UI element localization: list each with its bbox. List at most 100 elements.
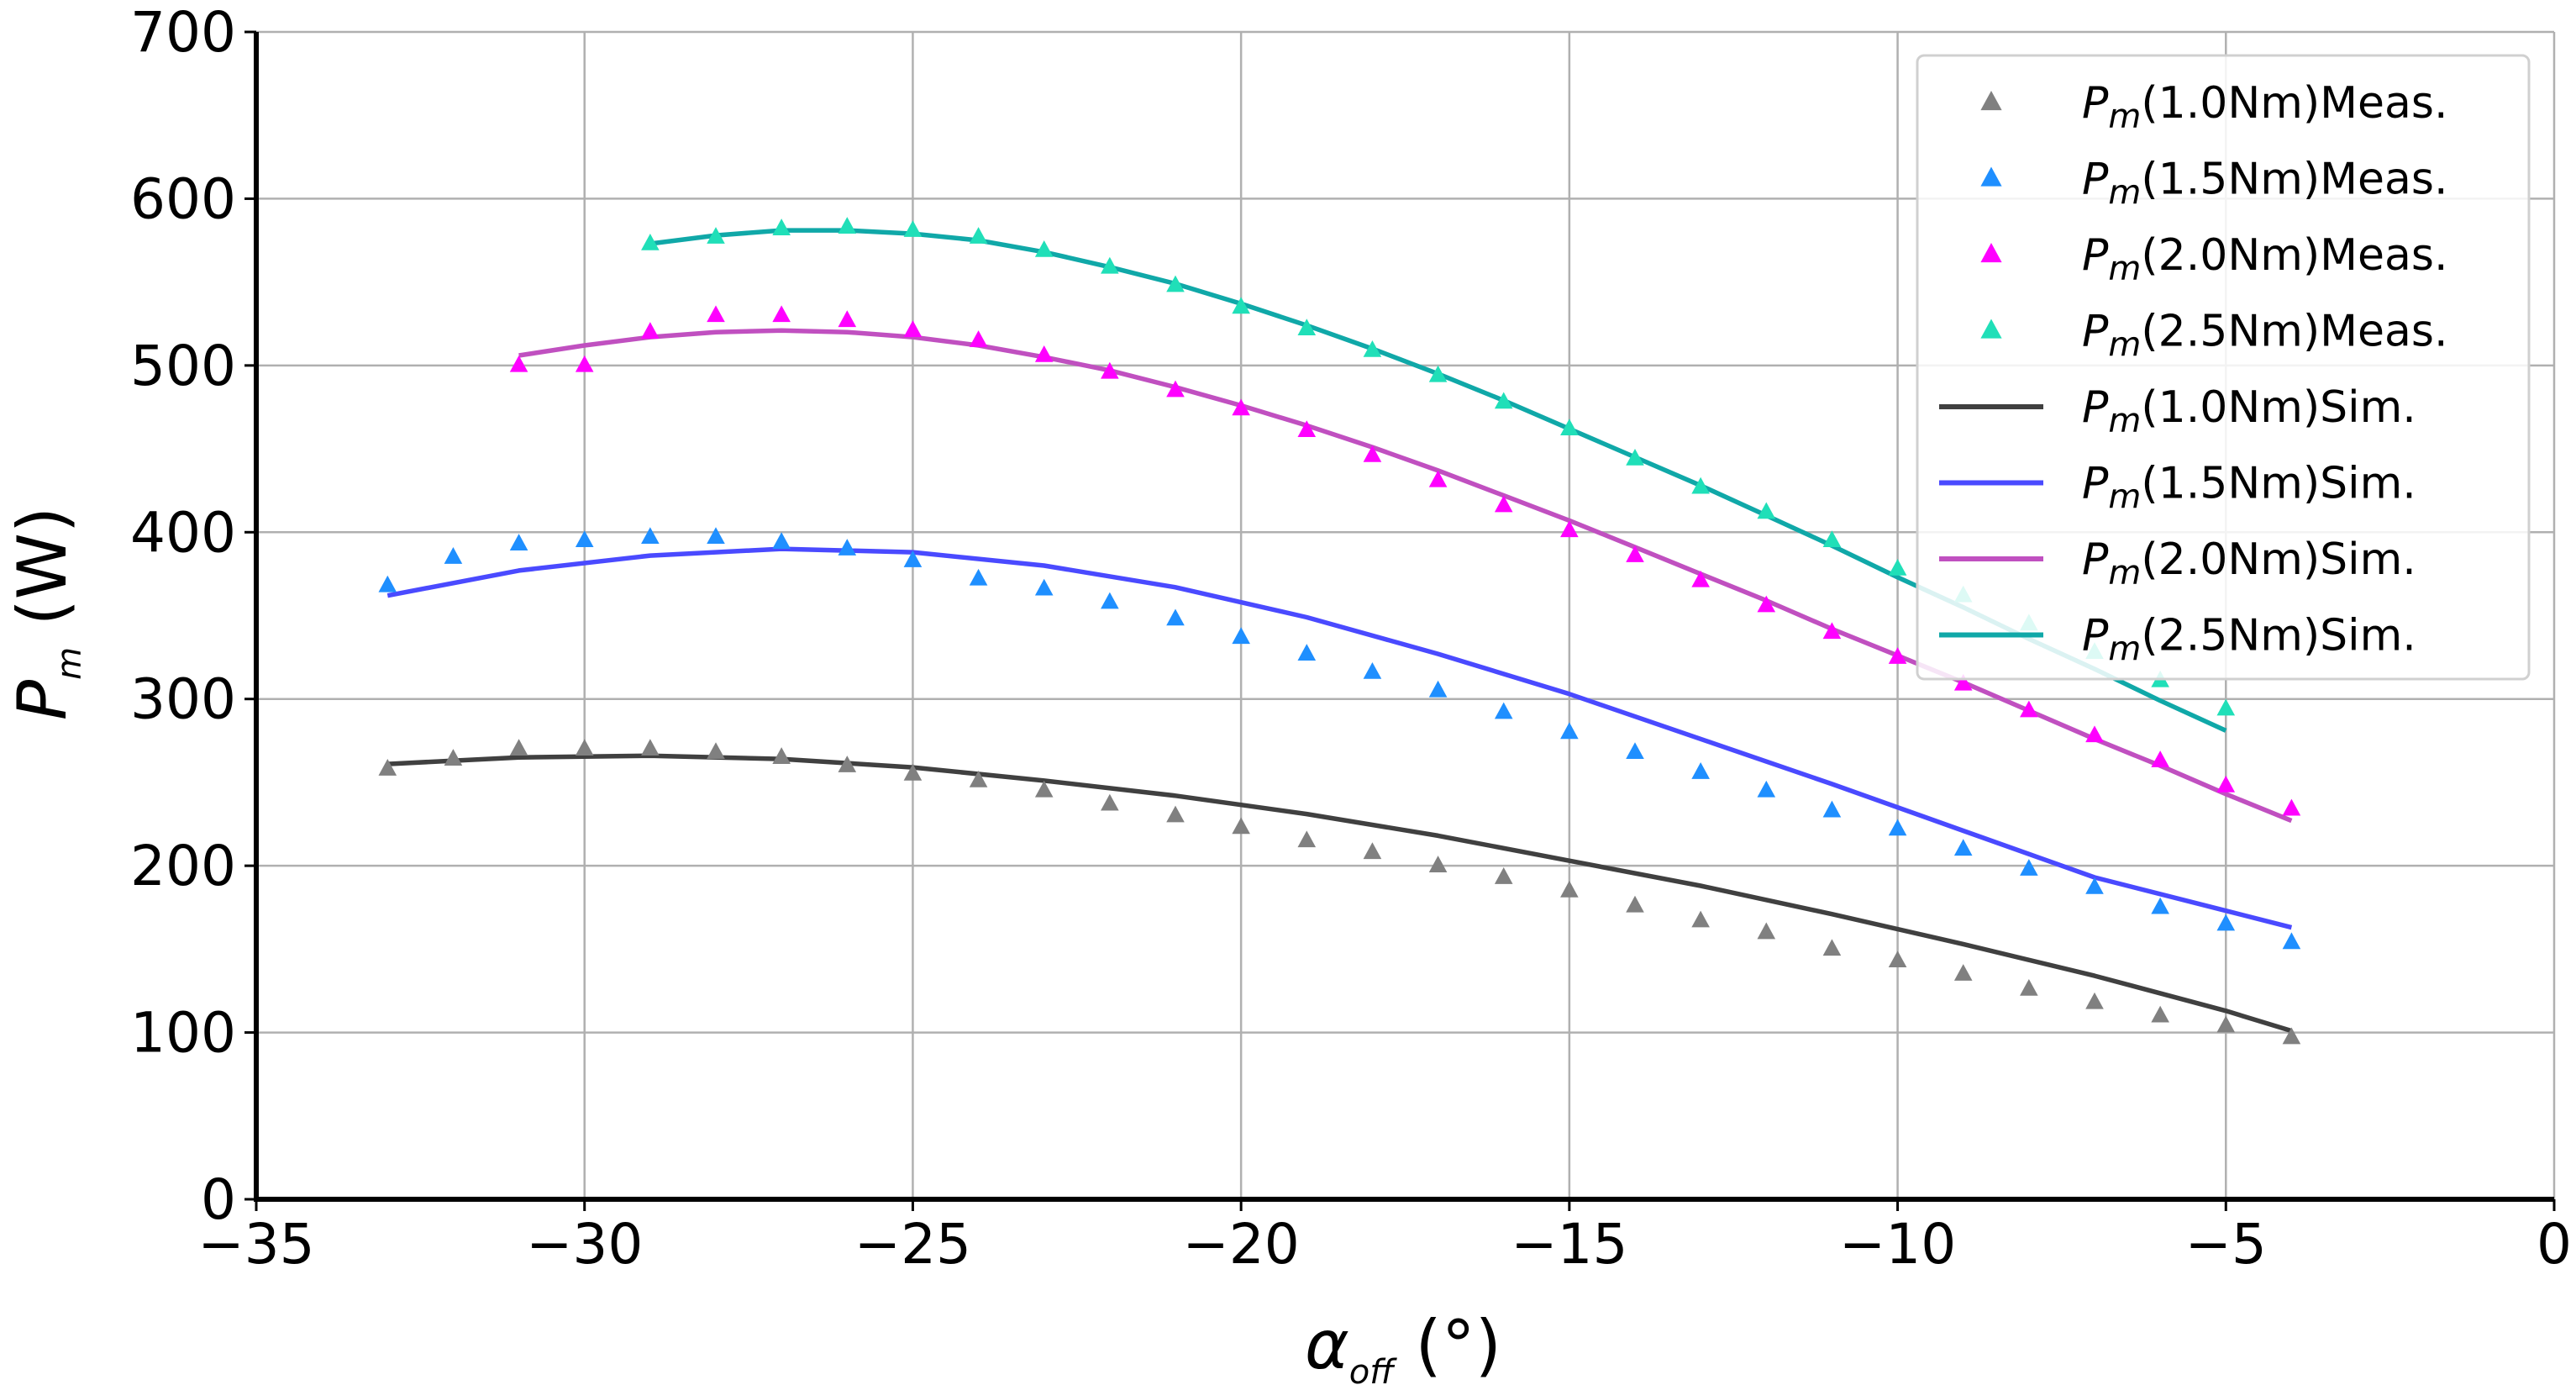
x-tick-label: 0 [2537,1212,2572,1277]
meas-point [2020,978,2038,996]
meas-point [1560,419,1579,436]
meas-point [838,539,857,556]
meas-point [641,527,660,545]
meas-point [838,217,857,234]
meas-point [1232,817,1250,835]
meas-point [1297,420,1317,438]
meas-point [2282,1027,2301,1045]
meas-point [1428,470,1448,487]
legend-marker [1980,166,2002,187]
meas-point [2020,700,2038,718]
x-tick-label: −30 [526,1212,643,1277]
meas-point [378,759,397,776]
meas-point [2216,1015,2236,1033]
meas-point [838,756,857,772]
legend: Pm(1.0Nm)Meas. Pm(1.5Nm)Meas. Pm(2.0Nm)Mea… [1916,54,2531,681]
meas-point [1691,477,1710,494]
meas-point [1888,819,1907,836]
y-tick-label: 400 [130,500,236,565]
meas-point [1494,392,1513,409]
legend-label: Pm(2.5Nm)Sim. [2082,611,2416,669]
meas-point [1691,762,1710,779]
meas-point [1034,578,1054,596]
meas-point [1822,800,1842,818]
meas-point [1822,939,1842,956]
x-tick-label: −15 [1511,1212,1627,1277]
meas-point [1822,530,1842,548]
meas-point [641,234,660,250]
meas-point [969,330,988,347]
meas-point [2216,698,2236,716]
y-tick-label: 700 [130,0,236,65]
sim-line [386,546,2293,930]
meas-point [969,568,988,586]
meas-point [772,532,791,549]
meas-point [575,739,594,756]
meas-point [1034,780,1054,798]
meas-point [1888,558,1907,576]
y-tick-label: 600 [130,166,236,231]
legend-marker [1980,91,2002,111]
meas-point [1232,398,1250,416]
meas-point [707,527,725,545]
sim-line [518,328,2293,824]
meas-point [1953,673,1973,691]
meas-point [1626,742,1644,760]
meas-point [509,355,528,372]
meas-point [2151,750,2169,767]
meas-point [2216,775,2236,793]
meas-point [575,530,594,548]
x-tick-label: −20 [1182,1212,1299,1277]
x-axis-label: αoff (°) [1305,1306,1501,1385]
meas-point [1757,922,1776,940]
meas-point [444,547,463,564]
meas-point [707,227,725,244]
meas-point [707,742,725,760]
meas-point [378,575,397,592]
y-axis-label: Pm (W) [3,507,89,720]
meas-point [1297,644,1317,661]
tick-labels: −35 −30 −25 −20 −15 −10 −5 0 0 100 200 300 400 500 600… [130,0,2572,1277]
meas-point [1626,545,1644,562]
meas-point [903,220,923,237]
meas-point [838,310,857,328]
x-tick-label: −10 [1839,1212,1956,1277]
meas-point [1363,445,1382,462]
meas-point [969,770,988,787]
meas-point [1626,895,1644,913]
legend-label: Pm(1.0Nm)Meas. [2082,78,2448,136]
legend-label: Pm(1.5Nm)Meas. [2082,155,2448,213]
meas-point [1428,365,1448,382]
meas-point [1691,910,1710,928]
meas-point [1494,495,1513,513]
meas-point [1363,661,1382,679]
meas-point [1034,345,1054,362]
meas-point [1101,256,1119,274]
legend-label: Pm(2.5Nm)Meas. [2082,307,2448,365]
meas-point [1232,297,1250,314]
meas-point [1363,340,1382,357]
meas-point [2085,877,2104,894]
meas-point [707,305,725,323]
axes [244,30,2556,1211]
meas-point [1166,608,1185,626]
meas-point [1560,880,1579,898]
meas-point [444,749,463,766]
meas-point [1166,805,1185,823]
meas-point [1297,830,1317,848]
meas-point [1888,647,1907,664]
meas-point [1494,867,1513,884]
legend-label: Pm(2.0Nm)Sim. [2082,535,2416,592]
meas-point [903,550,923,567]
meas-point [1232,627,1250,645]
y-tick-label: 100 [130,1001,236,1066]
meas-point [1691,570,1710,587]
meas-point [969,227,988,244]
meas-point [1166,275,1185,292]
meas-point [1428,856,1448,872]
meas-point [1166,380,1185,398]
meas-point [1822,622,1842,640]
meas-point [2216,914,2236,931]
meas-point [1757,780,1776,798]
y-tick-label: 500 [130,334,236,398]
